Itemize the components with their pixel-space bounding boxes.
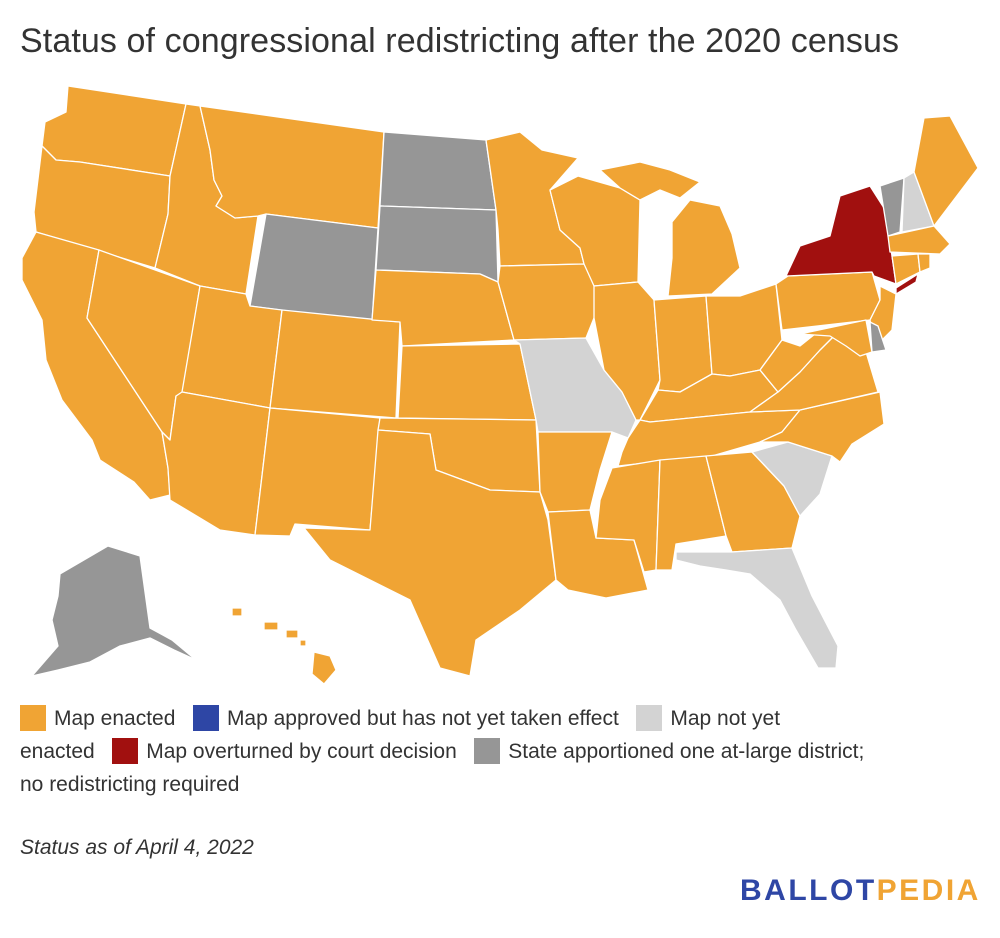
legend-overturned: Map overturned by court decision [112,738,457,764]
legend-label-approved: Map approved but has not yet taken effec… [226,707,619,730]
legend-label-enacted: Map enacted [54,707,176,730]
state-RI[interactable] [917,253,931,273]
state-WI[interactable] [549,175,641,287]
state-ND[interactable] [379,131,497,211]
legend-swatch-enacted [20,705,46,731]
legend-label-at-large-a: State apportioned one at-large district; [508,740,865,763]
state-MD[interactable] [799,319,873,357]
logo-part-pedia: PEDIA [876,874,981,907]
state-NE[interactable] [371,269,515,347]
legend-at-large: State apportioned one at-large district; [474,738,865,764]
state-NC[interactable] [759,391,885,463]
state-FL[interactable] [675,547,839,669]
state-MT[interactable] [199,105,385,229]
state-LA[interactable] [547,509,649,599]
legend-swatch-approved [192,705,219,731]
state-IN[interactable] [653,295,713,393]
logo-part-ballot: BALLOT [740,874,877,907]
legend-label-overturned: Map overturned by court decision [146,740,457,763]
state-TX[interactable] [303,429,557,677]
legend-approved: Map approved but has not yet taken effec… [192,705,619,731]
status-date-note: Status as of April 4, 2022 [20,836,254,859]
legend-not-yet: Map not yet [636,705,781,731]
page-title: Status of congressional redistricting af… [20,22,900,60]
ballotpedia-logo[interactable]: BALLOTPEDIA [740,874,981,908]
state-AZ[interactable] [161,391,271,536]
state-AK[interactable] [31,545,197,677]
legend-label-not-yet-b: enacted [20,740,95,763]
state-IL[interactable] [593,281,661,421]
state-CO[interactable] [269,309,401,419]
legend-swatch-at-large [474,738,501,764]
us-map [21,85,979,685]
legend-swatch-overturned [112,738,139,764]
state-ME[interactable] [913,115,979,227]
state-NM[interactable] [254,407,381,537]
legend-label-not-yet-a: Map not yet [670,707,781,730]
legend-label-at-large-b: no redistricting required [20,773,240,796]
state-WY[interactable] [249,213,379,323]
state-VT[interactable] [879,177,905,237]
legend-swatch-not-yet [636,705,663,731]
state-MA[interactable] [887,225,951,255]
legend-enacted: Map enacted [20,705,176,731]
map-legend: Map enacted Map approved but has not yet… [20,702,920,801]
state-DE[interactable] [869,321,887,353]
state-KS[interactable] [397,343,537,421]
state-MI[interactable] [599,161,741,297]
state-HI[interactable] [231,607,337,685]
